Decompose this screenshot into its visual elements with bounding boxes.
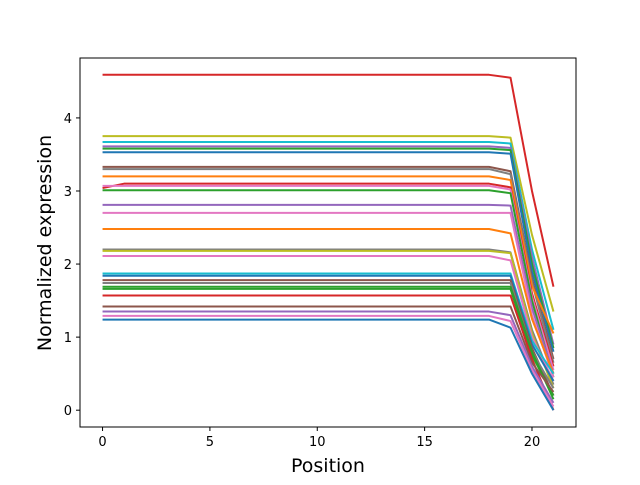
series-line-20 (102, 274, 555, 382)
series-line-10 (102, 182, 555, 367)
series-line-25 (102, 294, 555, 411)
series-line-27 (102, 310, 555, 404)
series-line-23 (102, 285, 555, 400)
series-line-3 (102, 141, 555, 331)
series-line-5 (102, 147, 555, 349)
x-tick-label: 10 (309, 435, 326, 450)
series-line-29 (102, 318, 555, 411)
axes-frame (79, 57, 577, 428)
y-tick-label: 3 (64, 185, 72, 200)
y-tick-label: 2 (64, 258, 72, 273)
x-tick-label: 20 (524, 435, 541, 450)
series-line-9 (102, 175, 555, 334)
series-line-2 (102, 135, 555, 312)
y-tick-label: 1 (64, 331, 72, 346)
series-line-12 (102, 189, 555, 378)
series-line-4 (102, 145, 555, 345)
x-tick-label: 15 (416, 435, 433, 450)
series-line-26 (102, 305, 555, 393)
series-line-13 (102, 203, 555, 374)
series-line-6 (102, 151, 555, 352)
series-line-8 (102, 168, 555, 363)
series-line-11 (102, 184, 555, 371)
series-line-22 (102, 282, 555, 389)
x-axis-label: Position (291, 455, 365, 477)
y-axis-label: Normalized expression (34, 135, 56, 351)
series-line-15 (102, 227, 555, 375)
series-line-7 (102, 165, 555, 360)
series-line-24 (102, 287, 555, 397)
y-tick-label: 4 (64, 112, 72, 127)
x-tick-label: 5 (206, 435, 214, 450)
x-tick-label: 0 (98, 435, 106, 450)
series-line-21 (102, 279, 555, 396)
series-layer (102, 73, 555, 411)
ticks-layer: 0 5 10 15 20 0 1 2 3 4 (64, 112, 541, 450)
series-line-16 (102, 248, 555, 385)
series-line-1 (102, 73, 555, 287)
series-line-28 (102, 314, 555, 408)
series-line-19 (102, 272, 555, 375)
y-tick-label: 0 (64, 404, 72, 419)
